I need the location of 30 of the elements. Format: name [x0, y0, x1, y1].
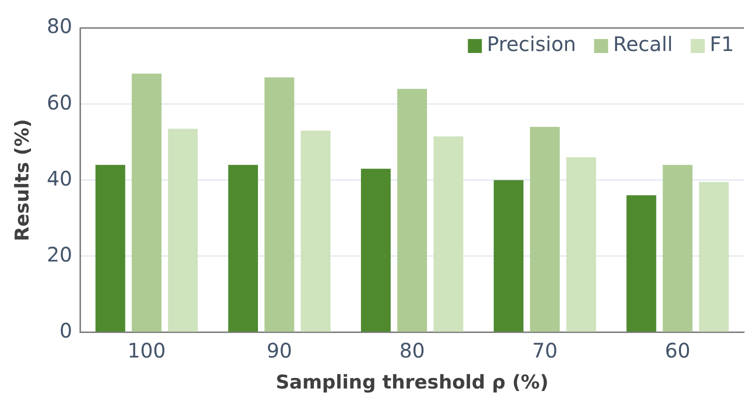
x-tick-label: 60	[664, 338, 690, 362]
bar	[530, 126, 560, 332]
bar	[626, 195, 656, 332]
bar	[360, 168, 391, 332]
bar	[264, 77, 294, 332]
y-axis-title: Results (%)	[11, 118, 34, 242]
bar	[434, 136, 464, 332]
bar	[95, 164, 126, 332]
bar	[662, 164, 692, 332]
x-axis-title: Sampling threshold ρ (%)	[276, 372, 549, 394]
y-tick-label: 60	[46, 90, 72, 114]
bar	[300, 130, 331, 332]
y-tick-label: 20	[46, 242, 72, 266]
bar	[494, 180, 524, 332]
x-tick-label: 100	[128, 338, 166, 362]
y-tick-label: 80	[46, 14, 72, 38]
bar	[397, 88, 427, 332]
bar	[699, 182, 729, 332]
bar	[228, 164, 258, 332]
x-tick-label: 70	[532, 338, 558, 362]
legend-label: F1	[710, 32, 734, 56]
legend-label: Recall	[613, 32, 673, 56]
y-tick-label: 0	[60, 318, 72, 342]
x-tick-label: 90	[266, 338, 292, 362]
bar	[168, 128, 198, 332]
bar	[132, 74, 162, 332]
bar	[566, 157, 596, 332]
legend-label: Precision	[486, 32, 576, 56]
y-tick-label: 40	[46, 166, 72, 190]
x-tick-label: 80	[399, 338, 425, 362]
